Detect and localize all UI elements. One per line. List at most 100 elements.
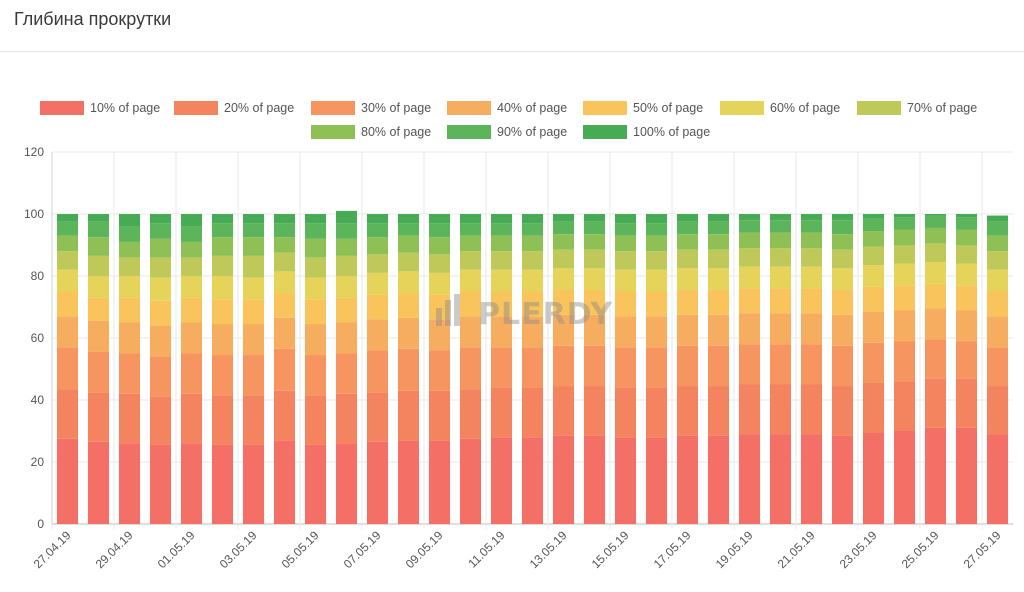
legend-item: 80% of page [311, 125, 431, 139]
bar-segment [955, 229, 978, 245]
legend-item: 20% of page [174, 101, 294, 115]
legend-swatch [40, 101, 84, 115]
legend-item: 70% of page [857, 101, 977, 115]
bar-segment [769, 214, 792, 221]
bar-segment [924, 227, 947, 244]
bar-segment [676, 314, 699, 346]
bar-segment [707, 435, 730, 524]
bar-segment [87, 392, 110, 442]
bar-segment [893, 285, 916, 311]
bar-segment [242, 395, 265, 445]
bar-segment [304, 395, 327, 445]
bar-segment [118, 353, 141, 394]
bar-segment [862, 311, 885, 343]
bar-segment [180, 353, 203, 394]
bar-segment [955, 341, 978, 379]
bar-segment [893, 431, 916, 524]
bar-segment [800, 384, 823, 435]
legend-item: 50% of page [583, 101, 703, 115]
legend-swatch [447, 125, 491, 139]
bar-segment [676, 289, 699, 315]
bar-segment [242, 324, 265, 356]
bar-stack [831, 214, 854, 524]
bar-segment [56, 221, 79, 236]
bar-segment [645, 387, 668, 438]
bar-segment [87, 221, 110, 238]
bar-segment [645, 235, 668, 252]
bar-segment [521, 251, 544, 270]
bar-stack [707, 214, 730, 524]
bar-segment [335, 210, 358, 224]
bar-segment [56, 316, 79, 348]
bar-stack [56, 214, 79, 524]
y-tick-label: 80 [31, 269, 45, 283]
x-tick-label: 27.05.19 [961, 528, 1004, 571]
bar-segment [831, 314, 854, 346]
bar-segment [335, 322, 358, 354]
bar-segment [645, 347, 668, 388]
bar-segment [645, 437, 668, 524]
bar-segment [924, 378, 947, 428]
x-tick-label: 01.05.19 [155, 528, 198, 571]
bar-stack [304, 214, 327, 524]
y-tick-label: 20 [31, 455, 45, 469]
bar-segment [924, 262, 947, 284]
bar-segment [552, 314, 575, 346]
bar-segment [986, 316, 1009, 348]
bar-segment [335, 255, 358, 276]
bar-segment [273, 390, 296, 441]
x-tick-label: 19.05.19 [713, 528, 756, 571]
bar-segment [490, 251, 513, 270]
bar-segment [273, 348, 296, 391]
bar-segment [335, 353, 358, 394]
bar-stack [87, 214, 110, 524]
bar-segment [831, 386, 854, 436]
bar-segment [459, 214, 482, 224]
x-tick-label: 21.05.19 [775, 528, 818, 571]
bar-segment [676, 435, 699, 524]
bar-segment [56, 269, 79, 292]
bar-segment [490, 214, 513, 224]
bar-segment [211, 223, 234, 238]
legend-label: 20% of page [224, 101, 294, 115]
bar-segment [397, 440, 420, 524]
bar-segment [986, 269, 1009, 292]
bar-segment [583, 268, 606, 290]
bar-segment [552, 345, 575, 387]
bar-segment [304, 238, 327, 258]
bar-segment [924, 283, 947, 309]
bar-segment [831, 249, 854, 269]
bar-segment [521, 223, 544, 236]
bar-segment [831, 234, 854, 250]
bar-segment [304, 299, 327, 325]
bar-stack [459, 214, 482, 524]
bar-segment [87, 320, 110, 352]
bar-segment [397, 235, 420, 253]
bar-segment [242, 299, 265, 325]
bar-segment [56, 389, 79, 439]
bar-segment [428, 214, 451, 224]
bar-segment [552, 268, 575, 290]
bar-segment [769, 384, 792, 435]
bar-segment [459, 251, 482, 270]
bar-segment [986, 291, 1009, 317]
bar-stack [118, 214, 141, 524]
bar-segment [614, 223, 637, 236]
bar-segment [769, 344, 792, 385]
bar-segment [645, 291, 668, 317]
bar-segment [211, 214, 234, 224]
bar-segment [335, 238, 358, 256]
bar-segment [552, 234, 575, 250]
bar-stack [397, 214, 420, 524]
bar-segment [180, 226, 203, 242]
bar-segment [552, 249, 575, 269]
bar-segment [149, 277, 172, 301]
bar-segment [769, 248, 792, 267]
bar-segment [676, 386, 699, 436]
legend-item: 100% of page [583, 125, 710, 139]
legend-label: 50% of page [633, 101, 703, 115]
bar-segment [707, 234, 730, 250]
bar-segment [490, 316, 513, 348]
bar-segment [87, 441, 110, 524]
bar-segment [366, 237, 389, 255]
